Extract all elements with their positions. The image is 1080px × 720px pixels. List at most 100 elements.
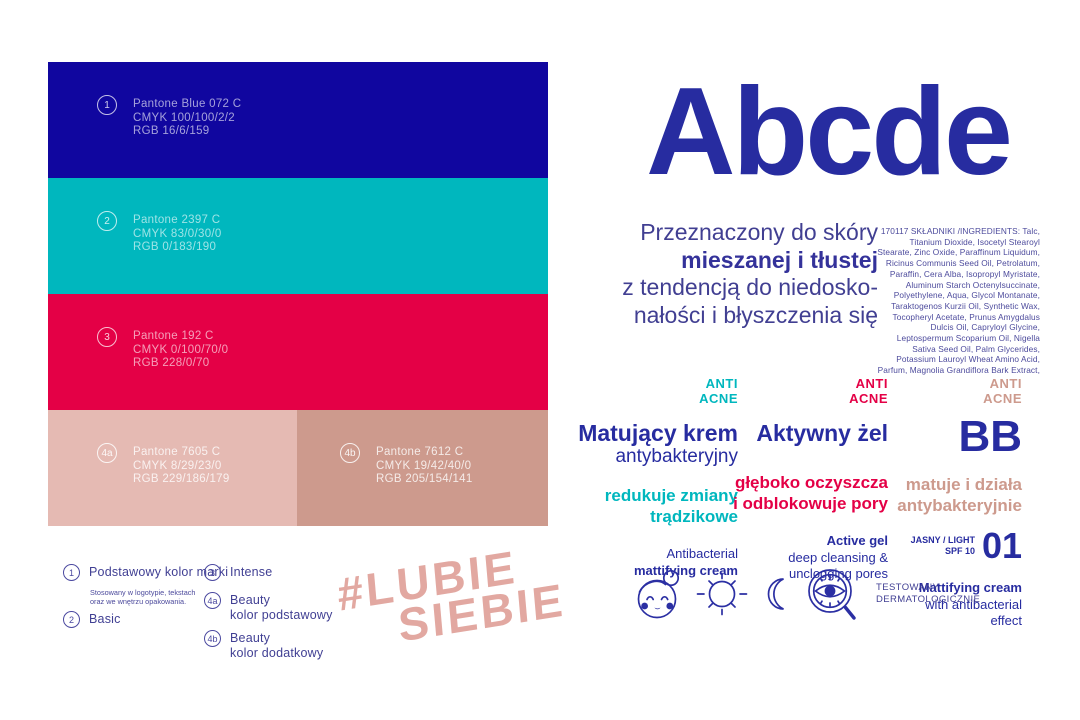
face-icon [636,568,682,620]
product-claim: matuje i działa antybakteryjnie [852,474,1022,516]
product-description: Przeznaczony do skóry mieszanej i tłuste… [622,219,878,329]
anti-acne-tag: ANTI ACNE [852,376,1022,406]
legend-number-badge: 3 [204,564,221,581]
en-line2: deep cleansing & [788,549,888,565]
legend-item-1: 1 Podstawowy kolor marki [63,564,228,581]
rgb-value: RGB 228/0/70 [133,357,210,369]
pantone-name: Pantone 7612 C [376,446,464,458]
swatch-band-1: 1 Pantone Blue 072 C CMYK 100/100/2/2 RG… [48,62,548,178]
product-column-gel: ANTI ACNE Aktywny żel głęboko oczyszcza … [688,376,888,583]
hashtag-lubie-siebie: #LUBIE SIEBIE [335,538,567,655]
moon-icon [762,576,792,612]
legend-label: Intense [230,565,273,579]
legend-label: Beauty kolor dodatkowy [230,630,323,661]
claim-line2: antybakteryjnie [897,496,1022,515]
legend-label-line1: Beauty [230,593,271,607]
swatch-label-4b: 4b Pantone 7612 C CMYK 19/42/40/0 RGB 20… [340,443,473,487]
product-column-bb: ANTI ACNE BB matuje i działa antybaktery… [852,376,1022,630]
legend-item-4a: 4a Beauty kolor podstawowy [204,592,333,623]
shade-block: JASNY / LIGHT SPF 10 01 [852,528,1022,564]
tag-line1: ANTI [989,376,1022,391]
en-line3: effect [990,613,1022,628]
cmyk-value: CMYK 100/100/2/2 [133,111,235,124]
legend-label: Beauty kolor podstawowy [230,592,333,623]
claim-line1: matuje i działa [905,475,1022,494]
tag-line1: ANTI [855,376,888,391]
description-line: z tendencją do niedosko- [622,274,878,300]
sun-icon [695,571,749,617]
rgb-value: RGB 16/6/159 [133,125,210,137]
legend-label: Podstawowy kolor marki [89,565,229,579]
page-title: Abcde [646,63,1013,201]
swatch-band-4b: 4b Pantone 7612 C CMYK 19/42/40/0 RGB 20… [297,410,548,526]
en-line1: Antibacterial [666,546,738,561]
legend-number-badge: 1 [63,564,80,581]
legend-label-line1: Beauty [230,631,271,645]
tag-line2: ACNE [849,391,888,406]
swatch-number-badge: 4b [340,443,360,463]
swatch-label-2: 2 Pantone 2397 C CMYK 83/0/30/0 RGB 0/18… [97,211,222,255]
shade-label-pl-en: JASNY / LIGHT [910,535,975,545]
swatch-number-badge: 3 [97,327,117,347]
legend-number-badge: 4a [204,592,221,609]
legend-number-badge: 2 [63,611,80,628]
rgb-value: RGB 0/183/190 [133,241,217,253]
eye-test-icon [805,566,859,622]
legend-item-2: 2 Basic [63,611,121,628]
legend-item-3: 3 Intense [204,564,272,581]
en-line2: mattifying cream [633,562,738,578]
en-line1: Mattifying cream [918,580,1022,595]
description-line: Przeznaczony do skóry [640,219,878,245]
claim-line1: redukuje zmiany [604,486,738,505]
cmyk-value: CMYK 0/100/70/0 [133,343,229,356]
rgb-value: RGB 205/154/141 [376,473,473,485]
legend-label-line2: kolor dodatkowy [230,646,324,660]
product-name-en: Mattifying cream with antibacterial effe… [852,580,1022,630]
cmyk-value: CMYK 8/29/23/0 [133,459,222,472]
product-title: Matujący krem [578,420,738,446]
claim-line1: głęboko oczyszcza [734,473,888,492]
legend-number-badge: 4b [204,630,221,647]
product-claim: głęboko oczyszcza i odblokowuje pory [688,472,888,514]
usage-icons-row: TESTOWANY DERMATOLOGICZNIE [636,566,980,622]
description-line-bold: mieszanej i tłustej [681,246,878,273]
legend-label: Basic [89,612,121,626]
en-line2: with antibacterial [925,596,1022,612]
color-swatch-stack: 1 Pantone Blue 072 C CMYK 100/100/2/2 RG… [48,62,548,526]
tested-line2: DERMATOLOGICZNIE [876,594,981,605]
description-line: nałości i błyszczenia się [633,301,878,328]
product-name-en: Antibacterial mattifying cream [538,546,738,579]
en-line1: Active gel [826,533,888,548]
swatch-label-3: 3 Pantone 192 C CMYK 0/100/70/0 RGB 228/… [97,327,228,371]
pantone-name: Pantone 2397 C [133,214,221,226]
product-subtitle: antybakteryjny [615,446,738,467]
product-title: BB [958,412,1022,461]
legend-label-line2: kolor podstawowy [230,608,333,622]
product-claim: redukuje zmiany trądzikowe [538,485,738,527]
swatch-label-1: 1 Pantone Blue 072 C CMYK 100/100/2/2 RG… [97,95,241,139]
claim-line2: trądzikowe [650,507,738,526]
shade-labels: JASNY / LIGHT SPF 10 [911,535,975,557]
tag-line1: ANTI [705,376,738,391]
swatch-label-4a: 4a Pantone 7605 C CMYK 8/29/23/0 RGB 229… [97,443,230,487]
swatch-band-4a: 4a Pantone 7605 C CMYK 8/29/23/0 RGB 229… [48,410,297,526]
cmyk-value: CMYK 19/42/40/0 [376,459,472,472]
product-title: Aktywny żel [756,420,888,446]
tested-line1: TESTOWANY [876,582,940,593]
swatch-band-4: 4a Pantone 7605 C CMYK 8/29/23/0 RGB 229… [48,410,548,526]
swatch-band-2: 2 Pantone 2397 C CMYK 83/0/30/0 RGB 0/18… [48,178,548,294]
pantone-name: Pantone Blue 072 C [133,98,242,110]
swatch-number-badge: 4a [97,443,117,463]
swatch-number-badge: 1 [97,95,117,115]
anti-acne-tag: ANTI ACNE [688,376,888,406]
anti-acne-tag: ANTI ACNE [538,376,738,406]
tag-line2: ACNE [699,391,738,406]
claim-line2: i odblokowuje pory [733,494,888,513]
swatch-number-badge: 2 [97,211,117,231]
spf-label: SPF 10 [944,546,975,556]
rgb-value: RGB 229/186/179 [133,473,230,485]
ingredients-list: 170117 SKŁADNIKI /INGREDIENTS: Talc, Tit… [877,226,1040,376]
tag-line2: ACNE [983,391,1022,406]
pantone-name: Pantone 7605 C [133,446,221,458]
